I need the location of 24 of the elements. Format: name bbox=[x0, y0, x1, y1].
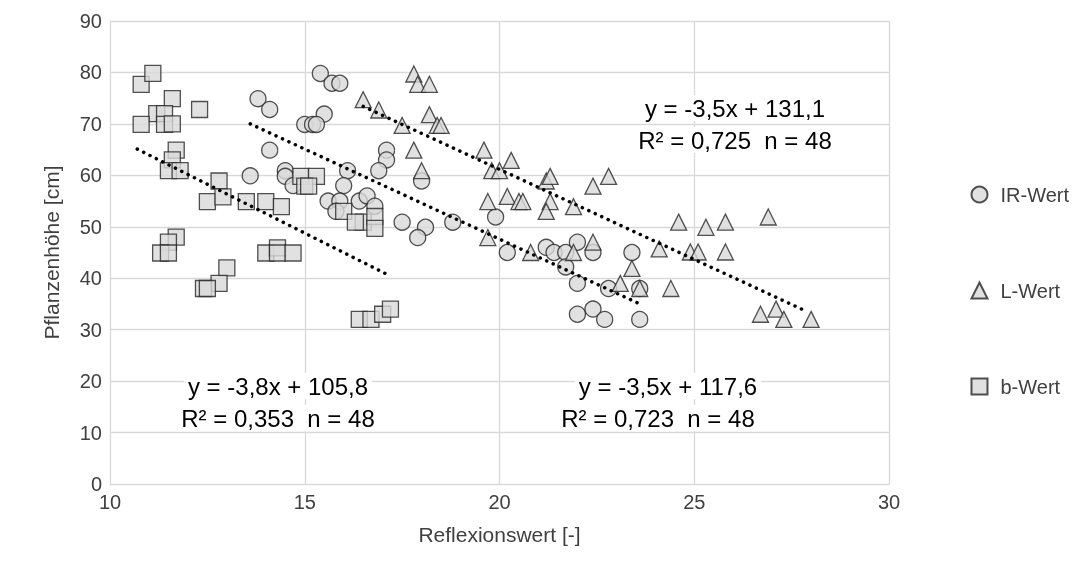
y-tick-label: 60 bbox=[79, 164, 102, 187]
y-tick-label: 50 bbox=[79, 215, 102, 238]
annotation: R² = 0,725 n = 48 bbox=[638, 126, 832, 154]
annotation: R² = 0,723 n = 48 bbox=[561, 404, 755, 432]
annotation: y = -3,5x + 117,6 bbox=[578, 372, 758, 400]
annotation: y = -3,5x + 131,1 bbox=[644, 94, 826, 122]
x-tick-label: 15 bbox=[293, 491, 316, 513]
y-tick-label: 30 bbox=[79, 318, 102, 341]
x-tick-label: 20 bbox=[488, 491, 511, 513]
y-axis-title: Pflanzenhöhe [cm] bbox=[40, 165, 63, 340]
y-tick-label: 70 bbox=[79, 112, 102, 135]
y-tick-label: 10 bbox=[79, 421, 102, 444]
legend-label: b-Wert bbox=[1000, 375, 1061, 398]
x-tick-label: 30 bbox=[877, 491, 901, 513]
y-tick-label: 40 bbox=[79, 267, 102, 290]
annotation: R² = 0,353 n = 48 bbox=[181, 404, 375, 432]
legend-label: L-Wert bbox=[1000, 279, 1061, 302]
x-tick-label: 25 bbox=[683, 491, 706, 513]
y-tick-label: 20 bbox=[79, 370, 102, 393]
y-tick-label: 90 bbox=[79, 10, 102, 32]
annotation: y = -3,8x + 105,8 bbox=[187, 372, 369, 400]
legend-label: IR-Wert bbox=[1000, 183, 1070, 206]
x-axis-title: Reflexionswert [-] bbox=[418, 523, 581, 546]
y-tick-label: 80 bbox=[79, 61, 102, 84]
